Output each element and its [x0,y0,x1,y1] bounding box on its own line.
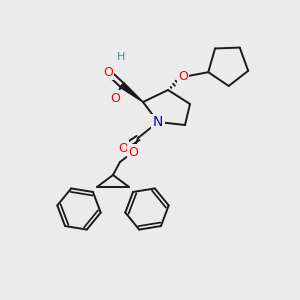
Text: O: O [118,142,128,154]
Text: H: H [117,52,125,62]
Text: O: O [128,146,138,158]
Text: O: O [178,70,188,83]
Text: N: N [153,115,163,129]
Text: O: O [103,65,113,79]
Text: O: O [110,92,120,104]
Polygon shape [120,83,143,102]
